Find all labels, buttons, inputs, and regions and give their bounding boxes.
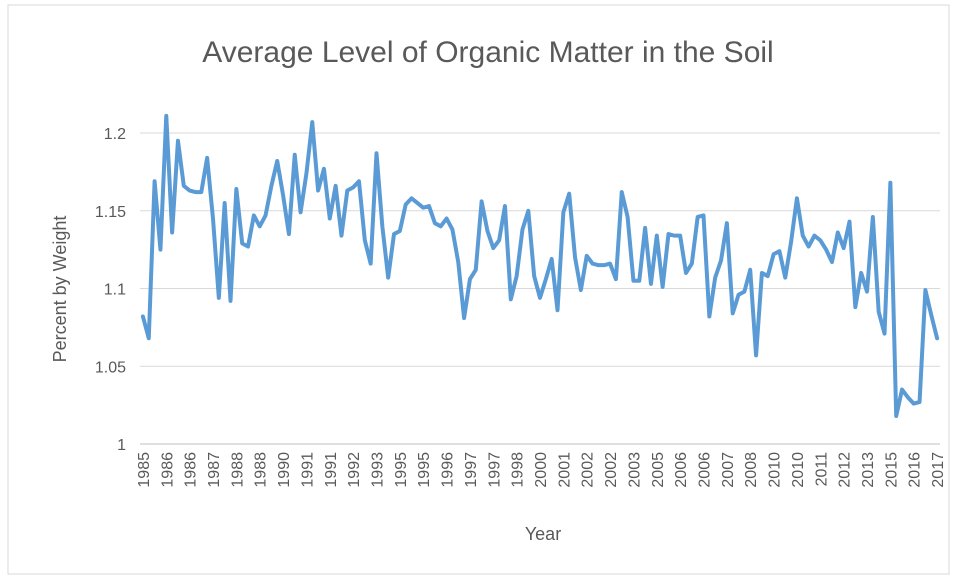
x-axis-label: Year [525,524,561,544]
x-tick-label: 2002 [603,452,620,488]
x-tick-label: 2016 [907,452,924,488]
x-tick-label: 1998 [510,452,527,488]
x-tick-label: 2002 [580,452,597,488]
x-tick-label: 2015 [883,452,900,488]
x-tick-label: 1991 [323,452,340,488]
x-tick-label: 2005 [650,452,667,488]
x-tick-label: 1995 [393,452,410,488]
x-tick-label: 2006 [673,452,690,488]
x-tick-label: 1988 [253,452,270,488]
x-tick-label: 2000 [533,452,550,488]
x-tick-label: 2010 [767,452,784,488]
x-tick-label: 1986 [183,452,200,488]
y-tick-label: 1.05 [95,359,126,376]
y-tick-label: 1.1 [104,282,126,299]
x-tick-label: 2012 [837,452,854,488]
x-tick-label: 1997 [463,452,480,488]
y-tick-label: 1.2 [104,126,126,143]
x-tick-label: 2003 [626,452,643,488]
x-tick-label: 2007 [720,452,737,488]
x-tick-label: 1996 [440,452,457,488]
x-tick-label: 1993 [369,452,386,488]
x-tick-label: 1986 [159,452,176,488]
x-tick-label: 1995 [416,452,433,488]
y-tick-label: 1 [117,437,126,454]
x-tick-label: 1988 [229,452,246,488]
x-tick-label: 1985 [136,452,153,488]
x-tick-label: 2013 [860,452,877,488]
chart-title: Average Level of Organic Matter in the S… [202,36,773,69]
x-tick-label: 1992 [346,452,363,488]
x-tick-label: 1997 [486,452,503,488]
x-tick-label: 2017 [930,452,947,488]
x-tick-label: 1990 [276,452,293,488]
x-tick-label: 2001 [556,452,573,488]
x-tick-label: 2010 [790,452,807,488]
x-tick-label: 1987 [206,452,223,488]
x-tick-label: 2008 [743,452,760,488]
y-tick-label: 1.15 [95,204,126,221]
data-line [140,113,940,419]
x-tick-label: 2006 [697,452,714,488]
y-axis-label: Percent by Weight [50,216,70,363]
x-tick-label: 1991 [299,452,316,488]
x-tick-label: 2011 [813,452,830,487]
chart-border [7,4,950,575]
